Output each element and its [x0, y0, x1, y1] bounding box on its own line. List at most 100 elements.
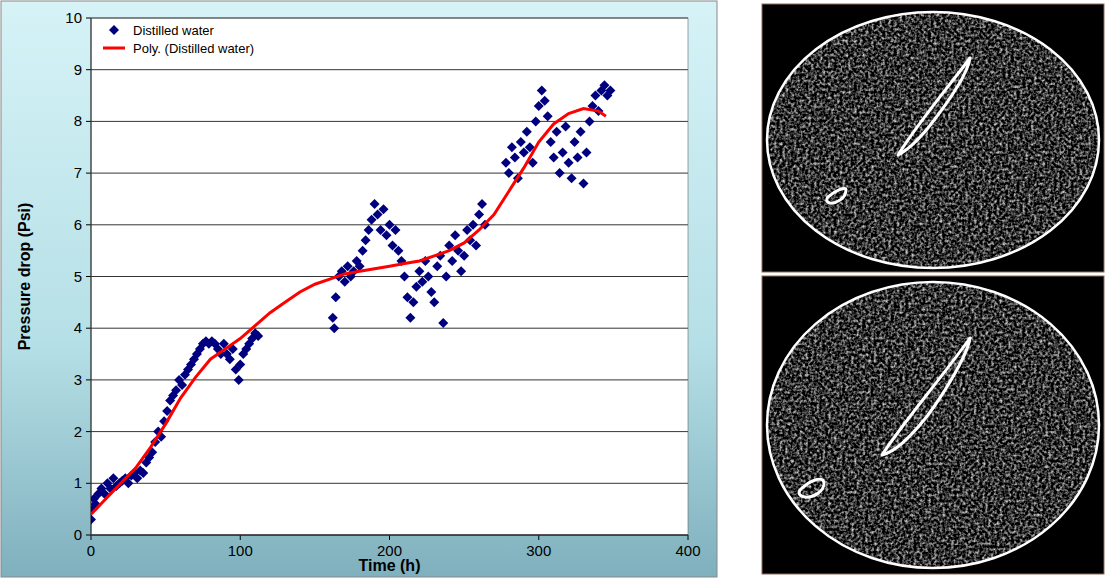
data-point — [253, 331, 263, 341]
grid-line — [91, 121, 688, 122]
ct-frame — [762, 276, 1104, 574]
grid-line — [91, 483, 688, 484]
data-point — [379, 204, 389, 214]
data-point — [573, 153, 583, 163]
chart-background — [1, 1, 717, 577]
tick-label: 4 — [74, 319, 82, 336]
tick-label: 0 — [87, 542, 95, 559]
tick-label: 400 — [675, 542, 700, 559]
tick-label: 7 — [74, 164, 82, 181]
plot-marks — [91, 80, 615, 524]
data-point — [459, 251, 469, 261]
data-point — [91, 514, 96, 524]
data-point — [582, 147, 592, 157]
data-point — [522, 127, 532, 137]
legend-label: Distilled water — [133, 23, 215, 38]
fit-line — [91, 108, 606, 514]
tick-label: 1 — [74, 474, 82, 491]
data-point — [477, 199, 487, 209]
tick-label: 100 — [228, 542, 253, 559]
legend-swatch — [109, 25, 119, 35]
grid-line — [91, 173, 688, 174]
data-point — [507, 142, 517, 152]
grid-line — [91, 276, 688, 277]
data-point — [423, 272, 433, 282]
ct-texture — [767, 12, 1099, 268]
tick-label: 300 — [526, 542, 551, 559]
data-point — [328, 313, 338, 323]
data-point — [234, 375, 244, 385]
data-point — [543, 111, 553, 121]
ct-outline — [767, 282, 1099, 568]
page: 0123456789100100200300400Time (h)Pressur… — [0, 0, 1111, 578]
data-point — [414, 266, 424, 276]
data-point — [408, 297, 418, 307]
tick-mark — [86, 18, 91, 19]
data-point — [426, 287, 436, 297]
ct-pore — [799, 479, 824, 497]
data-point — [432, 261, 442, 271]
tick-mark — [86, 483, 91, 484]
tick-mark — [538, 535, 539, 540]
data-point — [474, 209, 484, 219]
data-point — [531, 116, 541, 126]
data-point — [393, 246, 403, 256]
data-point — [468, 220, 478, 230]
tick-mark — [688, 535, 689, 540]
ct-frame — [762, 4, 1104, 272]
ct-outline — [767, 12, 1099, 268]
tick-mark — [86, 535, 91, 536]
ct-texture — [767, 282, 1099, 568]
grid-line — [91, 328, 688, 329]
tick-mark — [86, 69, 91, 70]
legend-swatch — [103, 47, 125, 50]
tick-label: 10 — [65, 9, 82, 26]
data-point — [364, 225, 374, 235]
data-point — [552, 127, 562, 137]
data-point — [558, 147, 568, 157]
tick-mark — [86, 431, 91, 432]
tick-mark — [86, 173, 91, 174]
data-point — [331, 292, 341, 302]
data-point — [225, 354, 235, 364]
data-point — [576, 127, 586, 137]
tick-mark — [389, 535, 390, 540]
data-point — [605, 85, 615, 95]
data-point — [405, 313, 415, 323]
data-point — [438, 318, 448, 328]
tick-label: 9 — [74, 61, 82, 78]
data-point — [584, 116, 594, 126]
ct-fracture — [898, 58, 970, 155]
data-point — [370, 199, 380, 209]
ct-fracture — [882, 338, 970, 455]
data-point — [567, 173, 577, 183]
grid-line — [91, 431, 688, 432]
data-point — [579, 178, 589, 188]
tick-label: 8 — [74, 112, 82, 129]
data-point — [570, 137, 580, 147]
data-point — [456, 266, 466, 276]
data-point — [399, 272, 409, 282]
ct-pore — [827, 188, 846, 203]
tick-mark — [86, 224, 91, 225]
tick-mark — [91, 535, 92, 540]
x-axis-title: Time (h) — [359, 557, 421, 574]
data-point — [501, 158, 511, 168]
data-point — [540, 96, 550, 106]
tick-mark — [86, 276, 91, 277]
data-point — [564, 158, 574, 168]
data-point — [471, 240, 481, 250]
tick-mark — [240, 535, 241, 540]
data-point — [516, 137, 526, 147]
data-point — [329, 323, 339, 333]
tick-mark — [86, 328, 91, 329]
legend-label: Poly. (Distilled water) — [133, 41, 254, 56]
tick-label: 2 — [74, 423, 82, 440]
data-point — [510, 153, 520, 163]
data-point — [361, 235, 371, 245]
data-point — [441, 272, 451, 282]
data-point — [138, 468, 148, 478]
data-point — [382, 230, 392, 240]
data-point — [358, 246, 368, 256]
tick-label: 5 — [74, 268, 82, 285]
